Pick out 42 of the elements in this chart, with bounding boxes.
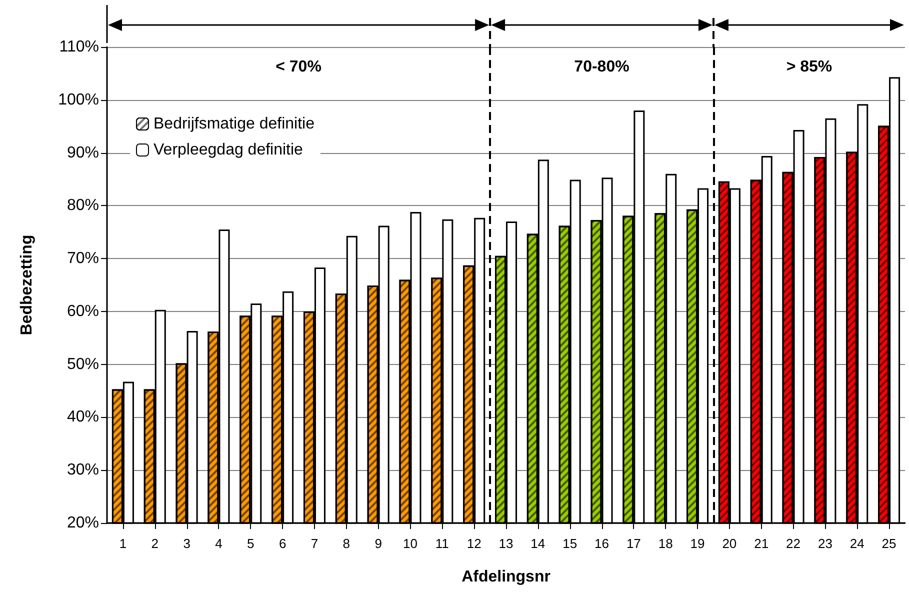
x-tick-label: 8 (342, 536, 350, 551)
y-tick-label: 50% (66, 356, 99, 373)
x-tick-label: 10 (403, 536, 418, 551)
y-tick-label: 100% (58, 91, 99, 108)
x-tick-label: 23 (818, 536, 832, 551)
x-tick-label: 16 (594, 536, 609, 551)
y-tick-label: 30% (66, 462, 99, 479)
y-tick-label: 40% (66, 408, 99, 426)
x-axis-title: Afdelingsnr (462, 568, 550, 586)
x-tick-label: 9 (374, 536, 382, 551)
x-tick-label: 24 (850, 536, 864, 551)
legend-label: Verpleegdag definitie (154, 142, 304, 158)
x-tick-label: 13 (498, 536, 514, 551)
y-axis-title: Bedbezetting (18, 234, 36, 336)
x-tick-label: 4 (215, 536, 222, 551)
x-tick-label: 11 (435, 536, 449, 551)
x-tick-label: 15 (562, 536, 578, 551)
y-tick-label: 60% (66, 302, 99, 320)
x-tick-label: 25 (882, 536, 896, 551)
y-tick-label: 80% (66, 197, 99, 214)
x-tick-label: 21 (754, 536, 769, 551)
x-tick-label: 7 (310, 536, 318, 551)
x-tick-label: 17 (626, 536, 641, 551)
y-tick-label: 20% (66, 514, 99, 532)
x-tick-label: 20 (722, 536, 737, 551)
x-tick-label: 6 (278, 536, 286, 551)
x-tick-label: 14 (530, 536, 546, 551)
annotation: < 70% (276, 58, 322, 76)
y-tick-label: 70% (66, 250, 99, 268)
x-tick-label: 1 (119, 536, 127, 551)
x-tick-label: 2 (151, 536, 158, 551)
x-tick-label: 22 (786, 536, 801, 551)
x-tick-label: 3 (183, 536, 190, 551)
legend-label: Bedrijfsmatige definitie (154, 116, 315, 132)
x-tick-label: 5 (247, 536, 254, 551)
y-tick-label: 110% (59, 38, 99, 56)
x-tick-label: 12 (466, 536, 482, 551)
annotation: 70-80% (574, 58, 630, 76)
x-tick-label: 18 (658, 536, 673, 551)
y-tick-label: 90% (66, 144, 99, 162)
x-tick-label: 19 (690, 536, 705, 551)
annotation: > 85% (786, 58, 832, 76)
